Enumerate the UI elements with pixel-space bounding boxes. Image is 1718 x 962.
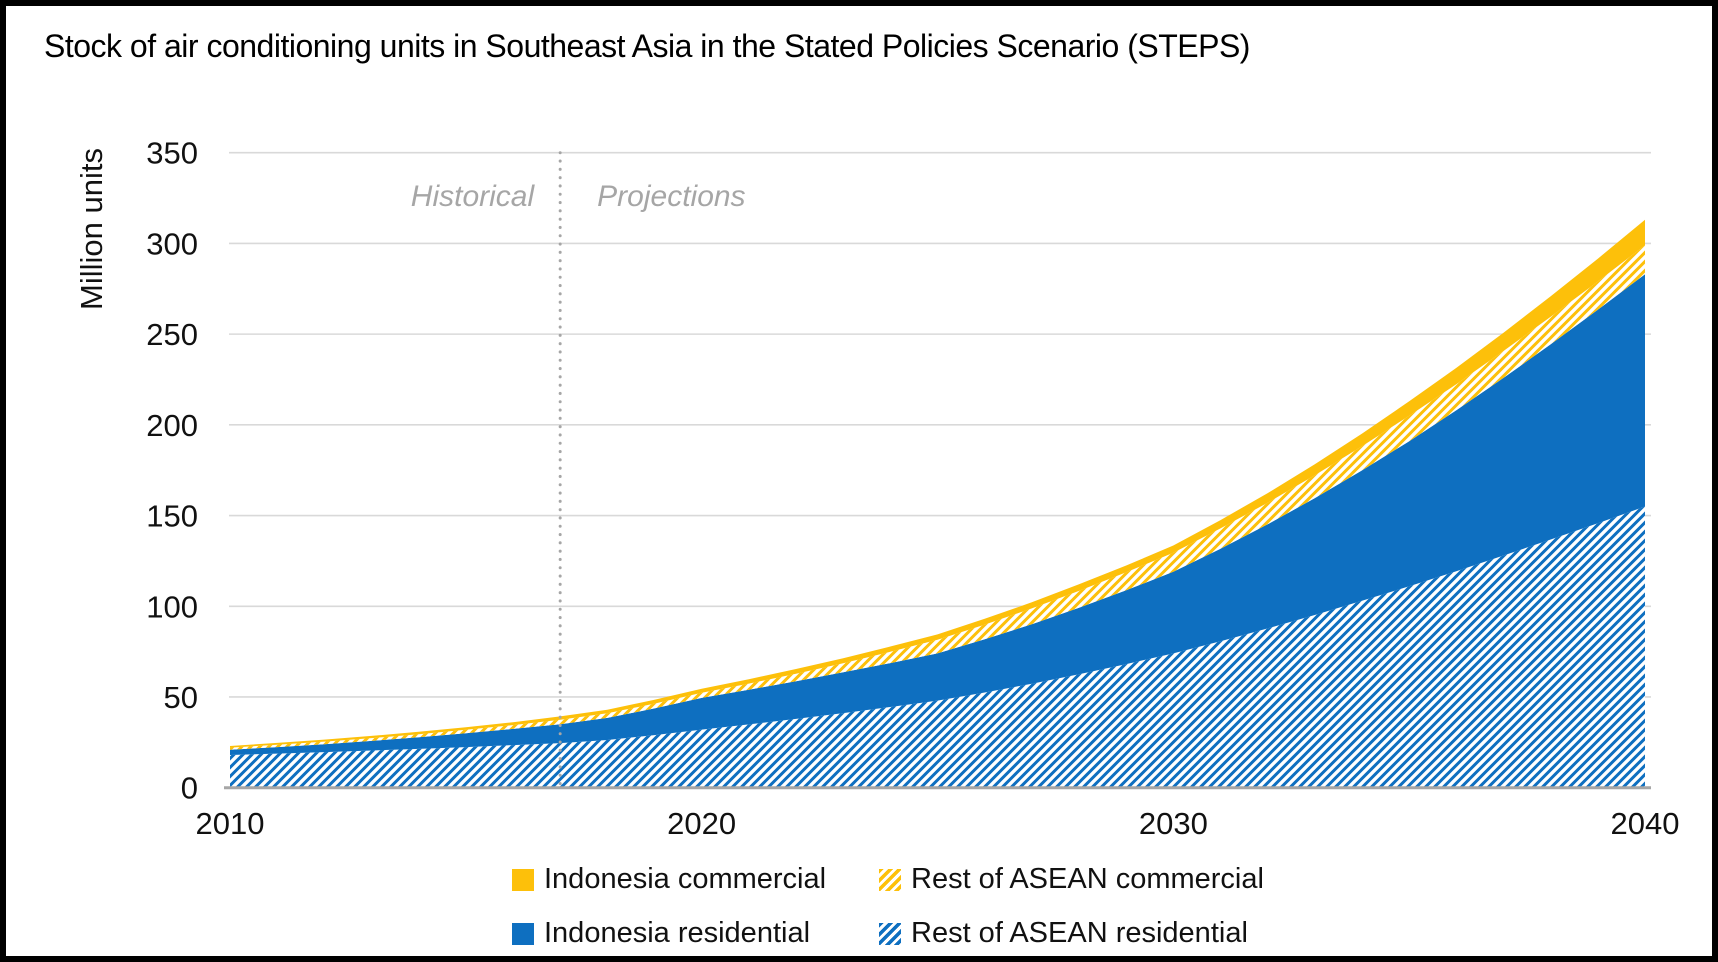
legend-swatch-indonesia-residential [512,922,534,945]
legend-swatch-indonesia-commercial [512,868,534,891]
x-tick-label: 2030 [1139,806,1208,841]
projections-label: Projections [597,180,745,213]
legend-item-indonesia-commercial: Indonesia commercial [512,863,826,896]
y-tick-label: 250 [146,317,198,352]
stacked-area-chart: Historical Projections 0 50 100 150 200 250 300 3… [74,136,1680,841]
x-tick-label: 2010 [196,806,265,841]
x-tick-label: 2020 [667,806,736,841]
legend-swatch-rest-of-asean-residential [879,922,901,945]
legend-label: Indonesia commercial [544,863,827,895]
y-tick-label: 150 [146,499,198,534]
y-tick-label: 0 [181,771,198,806]
y-tick-label: 350 [146,136,198,171]
area-hatch-yellow [230,245,1645,750]
legend-label: Rest of ASEAN commercial [911,863,1264,895]
legend-label: Rest of ASEAN residential [911,917,1248,949]
y-axis-title: Million units [74,148,109,310]
chart-title: Stock of air conditioning units in South… [44,28,1250,64]
legend-item-rest-of-asean-residential: Rest of ASEAN residential [879,917,1248,950]
x-tick-label: 2040 [1611,806,1680,841]
y-tick-label: 200 [146,408,198,443]
legend-item-indonesia-residential: Indonesia residential [512,917,810,950]
gridlines [229,151,1651,698]
legend-label: Indonesia residential [544,917,811,949]
y-tick-label: 100 [146,589,198,624]
area-hatch-blue [230,506,1645,788]
legend-item-rest-of-asean-commercial: Rest of ASEAN commercial [879,863,1264,896]
legend-swatch-rest-of-asean-commercial [879,868,901,891]
historical-label: Historical [411,180,536,213]
y-tick-label: 50 [164,680,198,715]
area-series [230,219,1645,788]
y-tick-label: 300 [146,226,198,261]
area-solid-blue [230,274,1645,755]
